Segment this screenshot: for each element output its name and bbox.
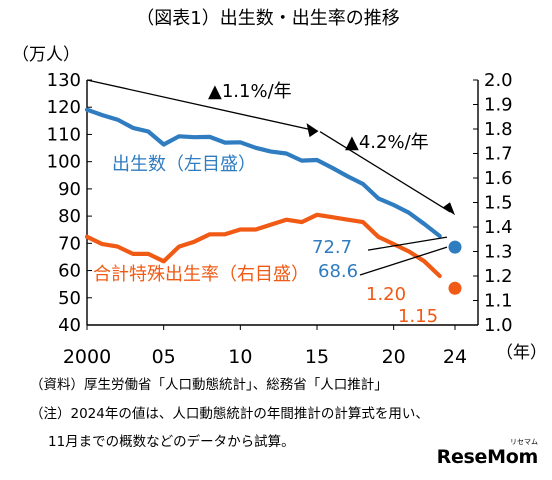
value-label-2024-tfr: 1.15 [398, 306, 438, 327]
axes: 40 50 60 70 80 90 100 110 120 130 1.0 1.1 1.2 1.3 1.4 1… [47, 70, 513, 368]
series-line-1 [84, 107, 442, 239]
leader-line-1 [367, 236, 448, 251]
logo-tagline: リセマム [510, 438, 538, 446]
right-tick-label: 1.6 [484, 168, 513, 189]
right-tick-label: 1.8 [484, 119, 513, 140]
series-layer [84, 107, 462, 295]
trend-arrow-2-head [443, 202, 455, 216]
left-axis-unit: （万人） [12, 45, 80, 65]
resemom-logo: リセマム ReseMom [436, 438, 539, 468]
right-tick-label: 1.2 [484, 266, 513, 287]
series-label-tfr: 合計特殊出生率（右目盛） [93, 264, 309, 285]
leader-line-2 [359, 246, 448, 276]
series-label-births: 出生数（左目盛） [112, 154, 256, 175]
chart-title: （図表1）出生数・出生率の推移 [136, 8, 399, 29]
right-tick-label: 1.1 [484, 291, 513, 312]
left-tick-label: 120 [47, 97, 81, 118]
value-label-2023-births: 72.7 [312, 237, 352, 258]
left-tick-label: 80 [58, 206, 81, 227]
trend-label-1: ▲1.1%/年 [208, 81, 292, 102]
point-2024-2 [448, 281, 462, 295]
trend-arrow-1-shaft [86, 79, 315, 131]
series-line-2 [84, 212, 442, 279]
right-tick-label: 1.9 [484, 95, 513, 116]
left-tick-label: 130 [47, 70, 81, 91]
x-axis-unit: （年） [496, 343, 547, 363]
left-tick-label: 70 [58, 233, 81, 254]
value-label-2024-births: 68.6 [318, 261, 358, 282]
right-tick-label: 2.0 [484, 70, 513, 91]
x-tick-label: 20 [382, 346, 406, 368]
footnote-line-1: （注）2024年の値は、人口動態統計の年間推計の計算式を用い、 [30, 406, 429, 422]
trend-arrow-1-head [306, 123, 319, 138]
source-note: （資料）厚生労働省「人口動態統計」、総務省「人口推計」 [30, 377, 388, 393]
x-tick-label: 10 [228, 346, 252, 368]
line-chart: （図表1）出生数・出生率の推移 （万人） （年） 405060708090100… [12, 8, 547, 368]
x-tick-label: 05 [152, 346, 176, 368]
left-tick-label: 40 [58, 315, 81, 336]
right-tick-label: 1.4 [484, 217, 513, 238]
right-tick-label: 1.0 [484, 315, 513, 336]
left-tick-label: 90 [58, 179, 81, 200]
left-tick-label: 110 [47, 124, 81, 145]
left-tick-label: 50 [58, 288, 81, 309]
trend-arrow-2-shaft [319, 131, 451, 213]
point-2024-1 [448, 240, 462, 254]
logo-wordmark: ReseMom [436, 446, 539, 468]
x-tick-label: 2000 [63, 346, 111, 368]
left-tick-label: 100 [47, 152, 81, 173]
x-tick-label: 15 [305, 346, 329, 368]
right-tick-label: 1.5 [484, 193, 513, 214]
right-tick-label: 1.3 [484, 242, 513, 263]
footnote-line-2: 11月までの概数などのデータから試算。 [48, 434, 295, 450]
x-tick-label: 24 [443, 346, 467, 368]
trend-label-2: ▲4.2%/年 [345, 132, 429, 153]
right-tick-label: 1.7 [484, 144, 513, 165]
value-label-2023-tfr: 1.20 [366, 284, 406, 305]
left-tick-label: 60 [58, 261, 81, 282]
